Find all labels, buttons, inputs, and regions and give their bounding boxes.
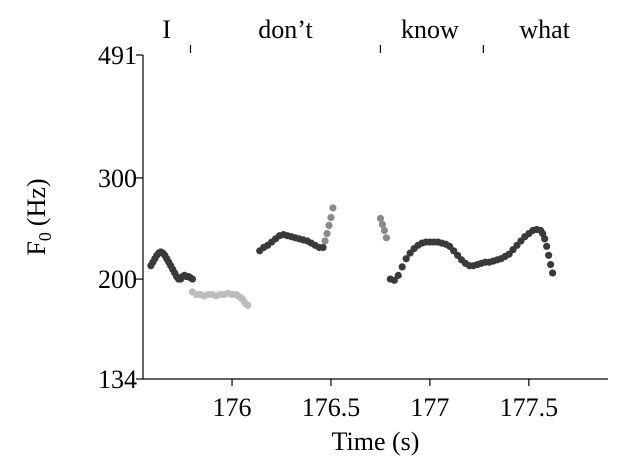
x-tick-label: 177.5	[500, 393, 559, 422]
f0-point	[549, 269, 557, 277]
axis-ticks: 176 176.5 177 177.5 134 200 300 491	[98, 41, 558, 422]
axes	[142, 55, 608, 380]
f0-point	[398, 263, 406, 271]
f0-point	[394, 271, 402, 279]
x-tick-label: 177	[410, 393, 449, 422]
f0-point	[327, 213, 335, 222]
y-axis-label-unit: (Hz)	[22, 178, 51, 226]
f0-point	[541, 235, 549, 243]
y-tick-label: 134	[98, 365, 137, 394]
f0-point	[188, 275, 197, 283]
x-axis-label: Time (s)	[332, 427, 420, 456]
f0-point	[325, 221, 333, 230]
x-tick-label: 176.5	[302, 393, 361, 422]
word-label: know	[401, 15, 459, 44]
f0-point	[321, 237, 329, 245]
y-axis-label-subscript: 0	[35, 232, 55, 241]
f0-point	[545, 251, 553, 259]
f0-point	[547, 260, 555, 269]
f0-point	[543, 242, 551, 250]
y-tick-label: 200	[98, 265, 137, 294]
y-tick-label: 300	[98, 164, 137, 193]
y-axis-label-main: F	[22, 241, 51, 255]
f0-point	[319, 243, 327, 252]
x-tick-label: 176	[213, 393, 252, 422]
f0-point	[380, 226, 388, 235]
f0-point	[382, 234, 390, 242]
word-label: don’t	[258, 15, 313, 44]
f0-point	[402, 255, 410, 263]
f0-point	[329, 204, 337, 212]
f0-point	[390, 276, 398, 284]
word-label: I	[162, 15, 171, 44]
y-tick-label: 491	[98, 41, 137, 70]
f0-point	[376, 214, 385, 223]
y-axis-label: F0 (Hz)	[22, 178, 55, 255]
f0-point	[323, 229, 331, 238]
f0-point	[378, 220, 387, 229]
data-points	[147, 204, 557, 309]
f0-point	[244, 301, 252, 309]
word-label: what	[519, 15, 570, 44]
